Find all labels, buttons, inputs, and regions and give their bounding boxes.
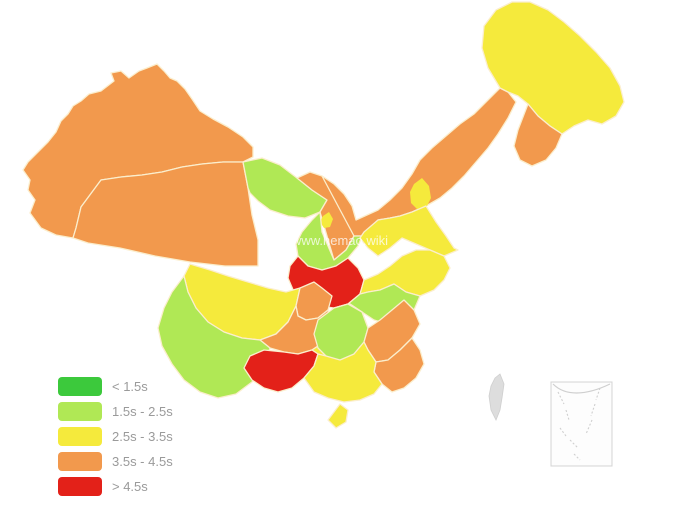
svg-text:www.hemao.wiki: www.hemao.wiki: [291, 233, 388, 248]
